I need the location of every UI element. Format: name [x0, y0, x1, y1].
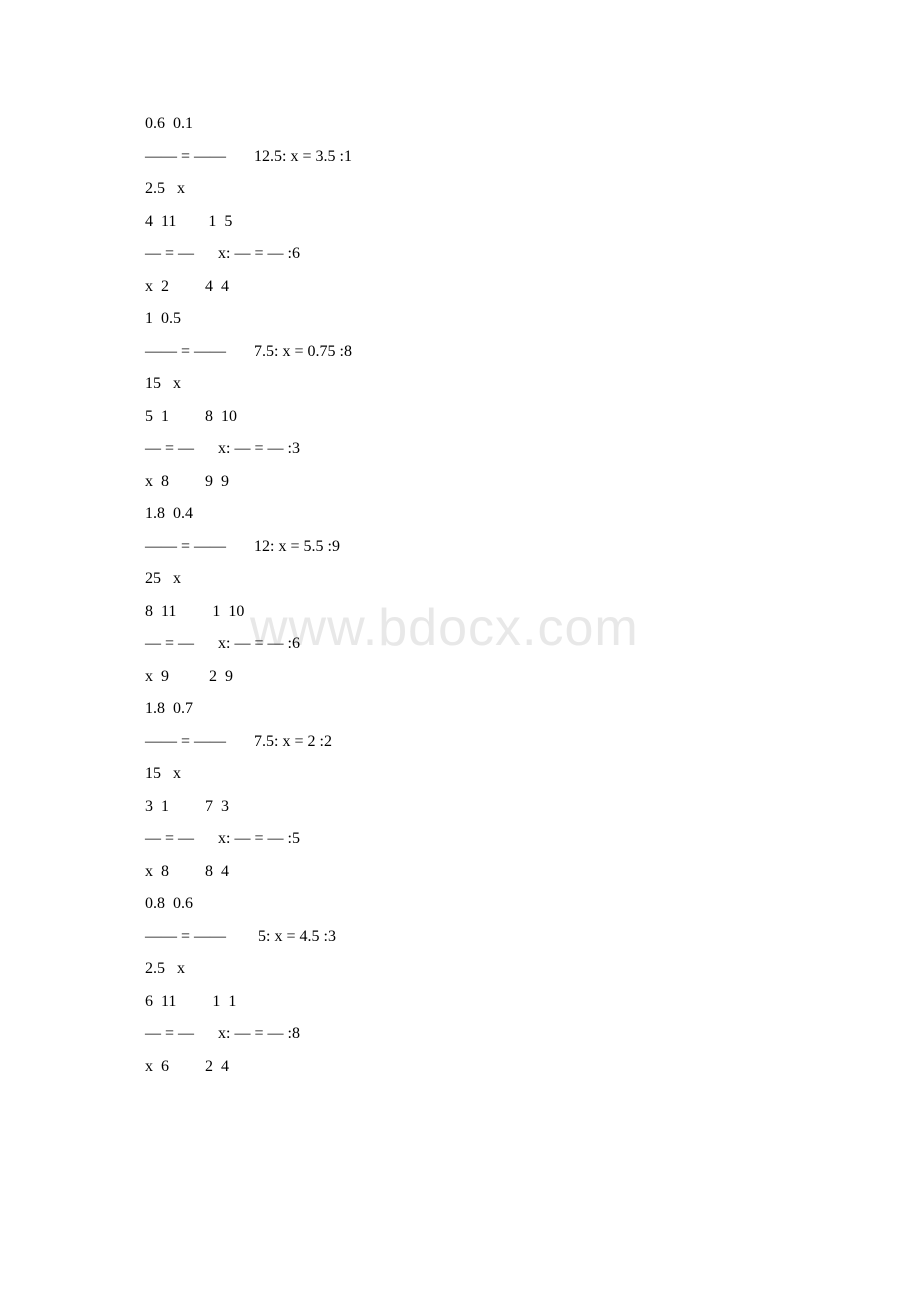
text-line: 1.8 0.7 — [145, 693, 775, 726]
text-line: 2.5 x — [145, 173, 775, 206]
text-line: 8 11 1 10 — [145, 596, 775, 629]
text-line: 4 11 1 5 — [145, 206, 775, 239]
text-line: 3 1 7 3 — [145, 791, 775, 824]
text-line: x 9 2 9 — [145, 661, 775, 694]
text-line: — = — x: — = — :5 — [145, 823, 775, 856]
text-line: 15 x — [145, 368, 775, 401]
text-line: —— = —— 7.5: x = 0.75 :8 — [145, 336, 775, 369]
text-line: 1 0.5 — [145, 303, 775, 336]
text-line: 0.6 0.1 — [145, 108, 775, 141]
text-line: x 2 4 4 — [145, 271, 775, 304]
text-line: —— = —— 7.5: x = 2 :2 — [145, 726, 775, 759]
text-line: 5 1 8 10 — [145, 401, 775, 434]
text-line: x 6 2 4 — [145, 1051, 775, 1084]
text-line: 0.8 0.6 — [145, 888, 775, 921]
text-line: —— = —— 12.5: x = 3.5 :1 — [145, 141, 775, 174]
text-line: —— = —— 12: x = 5.5 :9 — [145, 531, 775, 564]
text-line: x 8 9 9 — [145, 466, 775, 499]
text-line: — = — x: — = — :6 — [145, 238, 775, 271]
text-line: x 8 8 4 — [145, 856, 775, 889]
text-line: 2.5 x — [145, 953, 775, 986]
text-line: — = — x: — = — :6 — [145, 628, 775, 661]
text-line: — = — x: — = — :3 — [145, 433, 775, 466]
text-line: 1.8 0.4 — [145, 498, 775, 531]
text-line: 25 x — [145, 563, 775, 596]
text-line: — = — x: — = — :8 — [145, 1018, 775, 1051]
document-content: 0.6 0.1 —— = —— 12.5: x = 3.5 :1 2.5 x 4… — [145, 108, 775, 1083]
text-line: —— = —— 5: x = 4.5 :3 — [145, 921, 775, 954]
text-line: 15 x — [145, 758, 775, 791]
text-line: 6 11 1 1 — [145, 986, 775, 1019]
